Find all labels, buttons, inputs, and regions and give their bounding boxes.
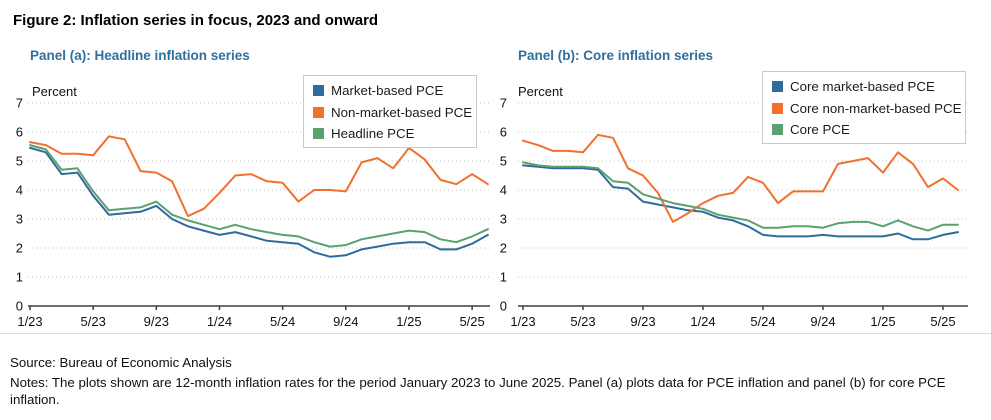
legend-label: Core non-market-based PCE xyxy=(790,100,962,116)
svg-text:3: 3 xyxy=(500,212,507,227)
svg-text:6: 6 xyxy=(16,125,23,140)
inflation-line-charts: 1/23 5/23 9/23 1/24 5/24 9/24 1/25 5/25 0 1 2 3 4 5 6 7… xyxy=(16,84,968,329)
legend-item: Market-based PCE xyxy=(313,80,467,102)
source-line: Source: Bureau of Economic Analysis xyxy=(10,355,232,370)
svg-text:6: 6 xyxy=(500,125,507,140)
legend-item: Core PCE xyxy=(772,119,956,141)
notes-line: Notes: The plots shown are 12-month infl… xyxy=(10,375,946,407)
svg-text:1/25: 1/25 xyxy=(396,314,421,329)
panel-b-title: Panel (b): Core inflation series xyxy=(518,48,714,63)
legend-item: Core market-based PCE xyxy=(772,76,956,98)
legend-color-swatch xyxy=(313,106,324,118)
legend-item: Headline PCE xyxy=(313,123,467,145)
svg-text:5: 5 xyxy=(16,154,23,169)
legend-label: Headline PCE xyxy=(331,126,415,142)
legend-item: Core non-market-based PCE xyxy=(772,98,961,120)
svg-text:5/23: 5/23 xyxy=(570,314,595,329)
svg-text:0: 0 xyxy=(500,299,507,314)
svg-text:Percent: Percent xyxy=(32,84,77,99)
svg-text:2: 2 xyxy=(16,241,23,256)
figure-title: Figure 2: Inflation series in focus, 202… xyxy=(13,12,379,29)
panel-a-title: Panel (a): Headline inflation series xyxy=(30,48,250,63)
svg-text:7: 7 xyxy=(16,96,23,111)
legend-label: Non-market-based PCE xyxy=(331,104,473,120)
svg-text:3: 3 xyxy=(16,212,23,227)
svg-text:2: 2 xyxy=(500,241,507,256)
svg-text:1: 1 xyxy=(500,270,507,285)
panel-b-legend: Core market-based PCE Core non-market-ba… xyxy=(762,71,966,144)
legend-color-swatch xyxy=(772,102,783,114)
legend-label: Core market-based PCE xyxy=(790,79,935,95)
svg-text:1/23: 1/23 xyxy=(17,314,42,329)
svg-text:5/25: 5/25 xyxy=(459,314,484,329)
svg-text:1/24: 1/24 xyxy=(690,314,715,329)
svg-text:4: 4 xyxy=(500,183,507,198)
svg-text:9/24: 9/24 xyxy=(333,314,358,329)
svg-text:1/24: 1/24 xyxy=(207,314,232,329)
legend-item: Non-market-based PCE xyxy=(313,102,472,124)
legend-label: Core PCE xyxy=(790,122,850,138)
svg-text:5/25: 5/25 xyxy=(930,314,955,329)
legend-color-swatch xyxy=(772,124,783,136)
svg-text:1/25: 1/25 xyxy=(870,314,895,329)
svg-text:0: 0 xyxy=(16,299,23,314)
svg-text:4: 4 xyxy=(16,183,23,198)
svg-text:1: 1 xyxy=(16,270,23,285)
svg-text:5/24: 5/24 xyxy=(270,314,295,329)
svg-text:Percent: Percent xyxy=(518,84,563,99)
svg-text:5/23: 5/23 xyxy=(81,314,106,329)
legend-color-swatch xyxy=(772,81,783,93)
svg-text:7: 7 xyxy=(500,96,507,111)
svg-text:9/23: 9/23 xyxy=(630,314,655,329)
legend-label: Market-based PCE xyxy=(331,83,444,99)
panel-a-legend: Market-based PCE Non-market-based PCE He… xyxy=(303,75,477,148)
svg-text:5/24: 5/24 xyxy=(750,314,775,329)
svg-text:9/24: 9/24 xyxy=(810,314,835,329)
svg-text:5: 5 xyxy=(500,154,507,169)
legend-color-swatch xyxy=(313,85,324,97)
svg-text:9/23: 9/23 xyxy=(144,314,169,329)
svg-text:1/23: 1/23 xyxy=(510,314,535,329)
footer-divider xyxy=(0,333,991,334)
legend-color-swatch xyxy=(313,128,324,140)
